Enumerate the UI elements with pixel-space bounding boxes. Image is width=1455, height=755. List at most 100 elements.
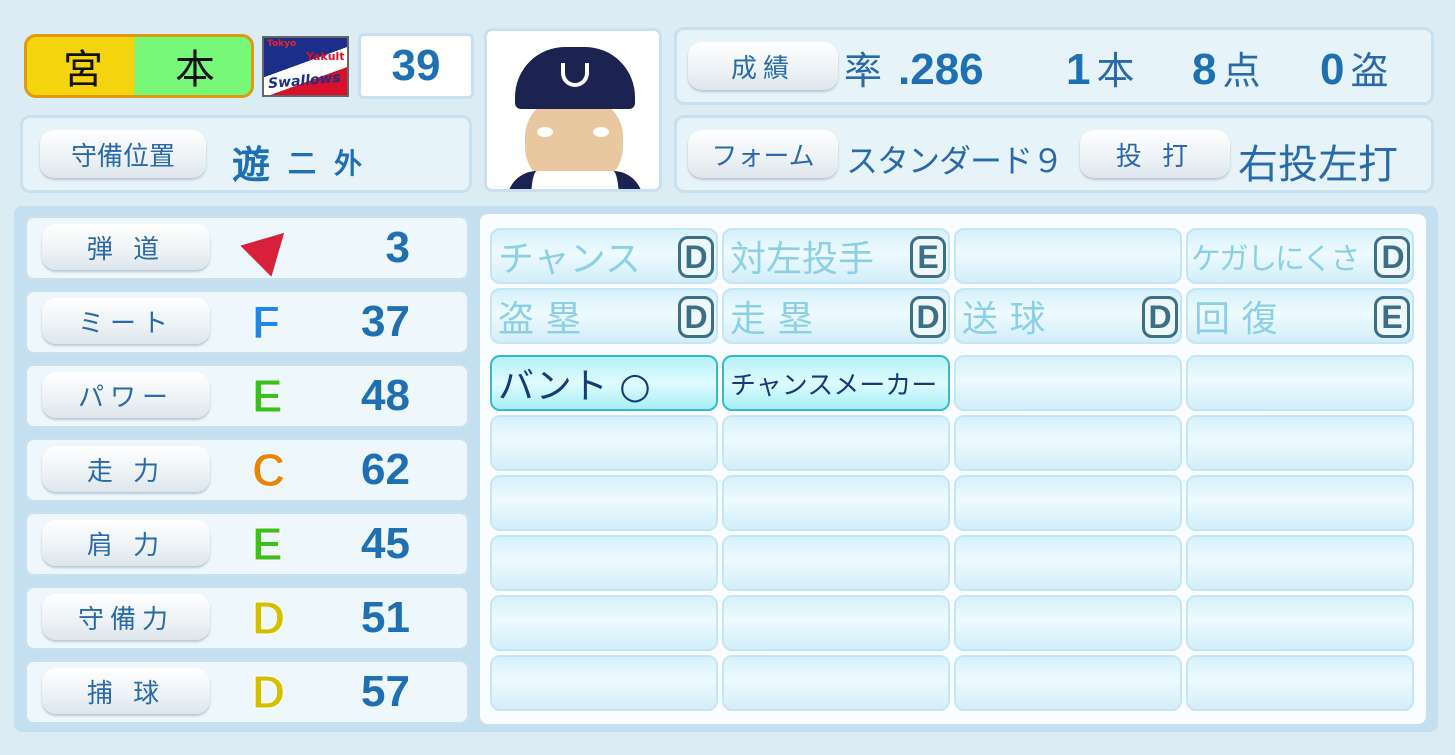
form-value: スタンダード９ [846, 142, 1064, 180]
skill-slot[interactable] [954, 475, 1182, 531]
skill-slot[interactable] [954, 655, 1182, 711]
ability-grade: E [252, 370, 284, 423]
graded-skill[interactable]: チャンス D [490, 228, 718, 284]
name-given: 本 [175, 47, 215, 93]
cap-icon [515, 47, 635, 109]
skill-slot[interactable] [954, 595, 1182, 651]
skill-slot[interactable] [954, 355, 1182, 411]
ability-grade: C [251, 444, 286, 497]
skill-slot[interactable] [722, 595, 950, 651]
player-portrait [484, 28, 662, 192]
graded-skill[interactable]: 対左投手 E [722, 228, 950, 284]
number-text: 39 [391, 41, 441, 90]
skill-slot[interactable] [490, 595, 718, 651]
ability-value: 45 [361, 519, 410, 568]
skill-slot[interactable] [722, 415, 950, 471]
logo-tokyo: Tokyo [267, 39, 297, 49]
player-name-plate: 宮 本 [24, 34, 254, 98]
skill-slot[interactable] [1186, 415, 1414, 471]
skill-slot[interactable] [1186, 475, 1414, 531]
skill-label: バント ○ [498, 366, 651, 407]
skill-slot[interactable] [954, 415, 1182, 471]
avg-prefix: 率 [844, 49, 883, 93]
ability-value: 48 [361, 371, 410, 420]
ability-value: 3 [385, 223, 410, 272]
position-sub-1: 二 [288, 148, 317, 179]
ability-label: 守備力 [42, 594, 210, 640]
skill-slot[interactable] [490, 535, 718, 591]
skill-grade: D [678, 296, 714, 338]
skill-slot[interactable] [722, 535, 950, 591]
hand-label: 投 打 [1080, 130, 1230, 178]
skill-label: 盗 塁 [498, 299, 582, 340]
skill-grade: E [1374, 296, 1410, 338]
rbi: 8 [1192, 45, 1217, 94]
ability-label: 捕 球 [42, 668, 210, 714]
skill-label: 送 球 [962, 299, 1046, 340]
ability-label: 走 力 [42, 446, 210, 492]
ability-grade: F [251, 296, 281, 349]
hand-value: 右投左打 [1238, 142, 1398, 188]
skill-label: 走 塁 [730, 299, 814, 340]
skill-slot[interactable] [1186, 655, 1414, 711]
hr-unit: 本 [1096, 49, 1135, 93]
team-logo: Tokyo Yakult Swallows [262, 36, 349, 97]
skill-grade: D [678, 236, 714, 278]
skill-slot[interactable] [490, 475, 718, 531]
ability-value: 37 [361, 297, 410, 346]
rbi-group: 8 点 [1192, 40, 1261, 95]
skill-slot[interactable] [954, 535, 1182, 591]
graded-skill[interactable]: ケガしにくさ D [1186, 228, 1414, 284]
sb-unit: 盗 [1350, 49, 1389, 93]
ability-grade: E [252, 518, 284, 571]
ability-grade: D [251, 592, 286, 645]
skill-slot[interactable] [490, 415, 718, 471]
skill-label: チャンスメーカー [730, 370, 938, 401]
skill-label: ケガしにくさ [1191, 242, 1359, 277]
ability-value: 57 [361, 667, 410, 716]
skill-grade: D [1142, 296, 1178, 338]
position-main: 遊 [232, 145, 271, 187]
rbi-unit: 点 [1222, 49, 1261, 93]
skill-grade: D [1374, 236, 1410, 278]
ability-value: 62 [361, 445, 410, 494]
jersey [507, 171, 643, 189]
stolen-bases-group: 0 盗 [1320, 40, 1389, 95]
skill-slot[interactable] [722, 655, 950, 711]
skill-slot[interactable]: チャンスメーカー [722, 355, 950, 411]
skill-label: 回 復 [1194, 299, 1278, 340]
skill-label: 対左投手 [730, 239, 875, 280]
batting-average-group: 率 .286 [844, 40, 984, 95]
stats-label: 成績 [688, 42, 838, 90]
uniform-number: 39 [358, 33, 474, 99]
ability-label: 肩 力 [42, 520, 210, 566]
skill-slot[interactable] [1186, 595, 1414, 651]
skill-label: チャンス [498, 239, 641, 280]
logo-yakult: Yakult [306, 50, 345, 63]
stolen-bases: 0 [1320, 45, 1345, 94]
ability-grade: D [251, 666, 286, 719]
position-sub-2: 外 [334, 148, 363, 179]
skill-grade: D [910, 296, 946, 338]
skill-slot[interactable] [722, 475, 950, 531]
eye-icon [593, 127, 609, 137]
eye-icon [537, 127, 553, 137]
skill-slot[interactable] [1186, 535, 1414, 591]
skill-slot[interactable] [1186, 355, 1414, 411]
ability-label: ミート [42, 298, 210, 344]
ability-label: 弾 道 [42, 224, 210, 270]
home-runs-group: 1 本 [1066, 40, 1135, 95]
position-label: 守備位置 [40, 130, 206, 178]
graded-skill[interactable] [954, 228, 1182, 284]
logo-swallows: Swallows [267, 69, 342, 93]
cap-logo-icon [561, 63, 589, 87]
ability-value: 51 [361, 593, 410, 642]
skill-slot[interactable]: バント ○ [490, 355, 718, 411]
skill-slot[interactable] [490, 655, 718, 711]
form-label: フォーム [688, 130, 838, 178]
batting-average: .286 [898, 45, 984, 94]
